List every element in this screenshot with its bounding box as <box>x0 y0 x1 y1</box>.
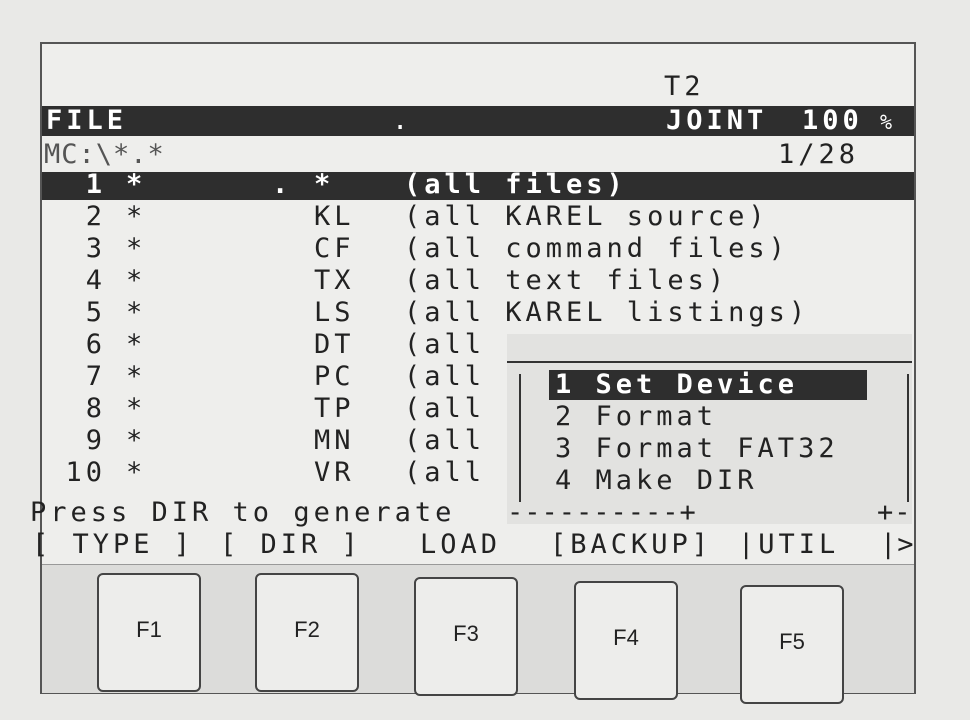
popup-left-border <box>519 374 521 502</box>
mode-indicator: T2 <box>664 71 705 102</box>
file-extension: PC <box>314 361 355 392</box>
file-description: (all <box>404 425 486 456</box>
popup-item-set-device[interactable]: 1 Set Device <box>555 369 799 400</box>
file-description: (all <box>404 329 486 360</box>
file-number: 9 <box>85 425 106 456</box>
file-description: (all text files) <box>404 265 729 296</box>
popup-item-make-dir[interactable]: 4 Make DIR <box>555 465 758 496</box>
path-filter: MC:\*.* <box>44 139 165 170</box>
file-extension: KL <box>314 201 355 232</box>
file-number: 7 <box>85 361 106 392</box>
f5-key[interactable]: F5 <box>740 585 844 704</box>
file-number: 10 <box>65 457 106 488</box>
file-extension: VR <box>314 457 355 488</box>
file-description: (all KAREL source) <box>404 201 769 232</box>
file-name: * <box>126 425 147 456</box>
file-name: * <box>126 361 147 392</box>
file-description: (all KAREL listings) <box>404 297 810 328</box>
file-extension: CF <box>314 233 355 264</box>
f3-key[interactable]: F3 <box>414 577 518 696</box>
override-unit: % <box>880 110 893 134</box>
popup-item-format[interactable]: 2 Format <box>555 401 718 432</box>
title-bar: FILE . JOINT 100 % <box>42 106 914 136</box>
f2-key[interactable]: F2 <box>255 573 359 692</box>
fn-label-type[interactable]: [ TYPE ] <box>32 529 195 560</box>
fn-label-util[interactable]: |UTIL <box>738 529 840 560</box>
file-description: (all files) <box>404 169 627 200</box>
file-name: * <box>126 329 147 360</box>
popup-bottom-right: +- <box>877 497 912 528</box>
fn-label-dir[interactable]: [ DIR ] <box>220 529 362 560</box>
fn-label-next[interactable]: |> <box>880 529 915 560</box>
title-dot: . <box>392 105 413 136</box>
file-name: * <box>126 265 147 296</box>
file-description: (all <box>404 393 486 424</box>
file-number: 1 <box>85 169 106 200</box>
file-number: 8 <box>85 393 106 424</box>
popup-bottom-border: ----------+ <box>507 497 697 528</box>
fn-label-backup[interactable]: [BACKUP] <box>550 529 713 560</box>
file-dot: . <box>272 169 293 200</box>
list-position: 1/28 <box>778 139 860 170</box>
screen-title: FILE <box>46 105 128 136</box>
f1-key[interactable]: F1 <box>97 573 201 692</box>
popup-top-border <box>507 361 912 363</box>
file-extension: LS <box>314 297 355 328</box>
file-name: * <box>126 297 147 328</box>
file-number: 6 <box>85 329 106 360</box>
file-name: * <box>126 233 147 264</box>
file-number: 2 <box>85 201 106 232</box>
popup-selected-highlight <box>549 370 867 400</box>
override-value: 100 <box>802 105 863 136</box>
popup-item-format-fat32[interactable]: 3 Format FAT32 <box>555 433 839 464</box>
f4-key[interactable]: F4 <box>574 581 678 700</box>
file-name: * <box>126 201 147 232</box>
teach-pendant-screen: T2 FILE . JOINT 100 % MC:\*.* 1/28 1 *. * (… <box>30 42 916 704</box>
file-name: * <box>126 169 147 200</box>
function-key-row: F1 F2 F3 F4 F5 <box>42 564 914 704</box>
file-extension: TP <box>314 393 355 424</box>
file-name: * <box>126 457 147 488</box>
util-popup-menu: 1 Set Device 2 Format 3 Format FAT32 4 M… <box>507 334 912 528</box>
file-extension: TX <box>314 265 355 296</box>
file-number: 3 <box>85 233 106 264</box>
file-extension: * <box>314 169 335 200</box>
file-name: * <box>126 393 147 424</box>
motion-type: JOINT <box>666 105 768 136</box>
selected-row-highlight <box>42 172 914 200</box>
file-extension: DT <box>314 329 355 360</box>
file-description: (all command files) <box>404 233 789 264</box>
file-description: (all <box>404 457 486 488</box>
fn-label-load[interactable]: LOAD <box>420 529 502 560</box>
file-description: (all <box>404 361 486 392</box>
file-number: 5 <box>85 297 106 328</box>
popup-right-border <box>907 374 909 502</box>
file-extension: MN <box>314 425 355 456</box>
prompt-message: Press DIR to generate <box>30 497 456 528</box>
file-number: 4 <box>85 265 106 296</box>
